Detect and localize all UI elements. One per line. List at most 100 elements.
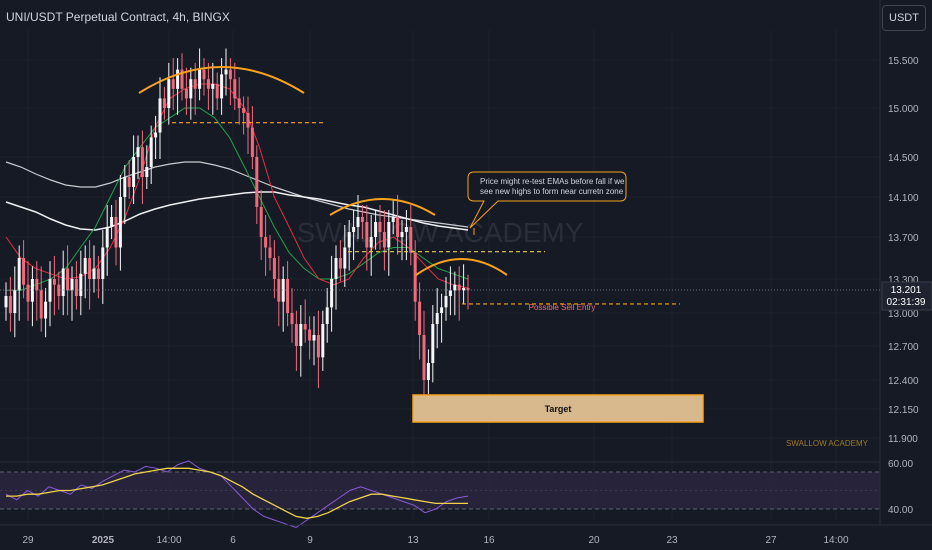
candle-body — [466, 288, 470, 291]
candle-body — [114, 217, 118, 248]
candle-body — [431, 324, 435, 363]
candle-body — [404, 227, 408, 232]
candle-body — [444, 296, 448, 308]
candle-body — [312, 335, 316, 341]
candle-body — [255, 157, 259, 207]
ema-fast-line — [5, 83, 469, 289]
candle-body — [334, 258, 338, 279]
candle-body — [360, 217, 364, 222]
x-tick-label: 14:00 — [823, 535, 848, 546]
y-tick-label: 13.700 — [888, 233, 919, 244]
candle-body — [224, 69, 228, 75]
candle-body — [325, 307, 329, 324]
candle-body — [215, 84, 219, 99]
candle-body — [277, 279, 281, 302]
candle-body — [396, 217, 400, 237]
candle-body — [26, 284, 30, 302]
candle-body — [17, 258, 21, 291]
candle-body — [330, 279, 334, 308]
candle-body — [303, 324, 307, 330]
candle-body — [426, 363, 430, 380]
candle-body — [400, 232, 404, 237]
y-tick-label: 15.000 — [888, 104, 919, 115]
candle-body — [140, 147, 144, 177]
price-tag — [881, 281, 932, 311]
x-tick-label: 13 — [407, 535, 419, 546]
candle-body — [457, 284, 461, 291]
candle-body — [369, 237, 373, 248]
candle-body — [338, 258, 342, 269]
callout-line-2: see new highs to form near curretn zone — [480, 187, 624, 196]
candle-body — [413, 252, 417, 302]
candle-body — [378, 222, 382, 232]
candle-layer — [4, 48, 470, 412]
candle-body — [409, 227, 413, 253]
candle-body — [145, 167, 149, 177]
candle-body — [184, 88, 188, 99]
candle-body — [387, 222, 391, 248]
candle-body — [35, 279, 39, 291]
candle-body — [198, 69, 202, 89]
candle-body — [30, 279, 34, 302]
candle-body — [105, 227, 109, 248]
candle-body — [158, 98, 162, 133]
candle-body — [4, 296, 8, 308]
candle-body — [418, 301, 422, 335]
x-tick-label: 2025 — [92, 535, 115, 546]
candle-body — [237, 98, 241, 108]
candle-body — [123, 177, 127, 197]
price-tag-countdown: 02:31:39 — [887, 297, 926, 308]
x-tick-label: 29 — [22, 535, 34, 546]
candle-body — [61, 268, 65, 296]
ema-slow-line — [5, 191, 469, 231]
drawing-layer[interactable] — [138, 66, 680, 305]
candle-body — [211, 84, 215, 89]
currency-button[interactable]: USDT — [882, 5, 926, 31]
candle-body — [154, 132, 158, 138]
candle-body — [171, 79, 175, 89]
candle-body — [167, 79, 171, 108]
candle-body — [422, 335, 426, 380]
right-arc — [329, 198, 436, 216]
x-tick-label: 27 — [765, 535, 777, 546]
watermark: SWALLOW ACADEMY — [297, 217, 584, 248]
candle-body — [343, 247, 347, 269]
candle-body — [193, 79, 197, 89]
candle-body — [74, 279, 78, 296]
candle-body — [316, 335, 320, 358]
candle-body — [286, 279, 290, 313]
callout-bubble[interactable] — [467, 171, 627, 229]
candle-body — [83, 258, 87, 274]
candle-body — [88, 258, 92, 279]
candle-body — [70, 279, 74, 291]
target-zone[interactable] — [412, 394, 704, 423]
candle-body — [202, 69, 206, 80]
y-tick-label: 14.100 — [888, 193, 919, 204]
candle-body — [448, 290, 452, 296]
candle-body — [462, 288, 466, 291]
rsi-panel: 60.00 40.00 — [0, 459, 913, 529]
candle-body — [352, 227, 356, 232]
x-tick-label: 20 — [588, 535, 600, 546]
candle-body — [264, 237, 268, 248]
x-tick-label: 6 — [230, 535, 236, 546]
y-tick-label: 14.500 — [888, 153, 919, 164]
callout-line-1: Price might re-test EMAs before fall if … — [480, 177, 625, 186]
x-tick-label: 9 — [307, 535, 313, 546]
candle-body — [57, 284, 61, 296]
candle-body — [52, 279, 56, 285]
candle-body — [228, 69, 232, 80]
candle-body — [250, 127, 254, 157]
candle-body — [48, 279, 52, 302]
candle-body — [299, 324, 303, 346]
candle-body — [290, 313, 294, 324]
candle-body — [176, 69, 180, 89]
candle-body — [440, 307, 444, 313]
gridlines — [0, 30, 880, 520]
candle-body — [96, 268, 100, 279]
candle-body — [92, 268, 96, 279]
candle-body — [162, 98, 166, 108]
x-tick-label: 16 — [483, 535, 495, 546]
